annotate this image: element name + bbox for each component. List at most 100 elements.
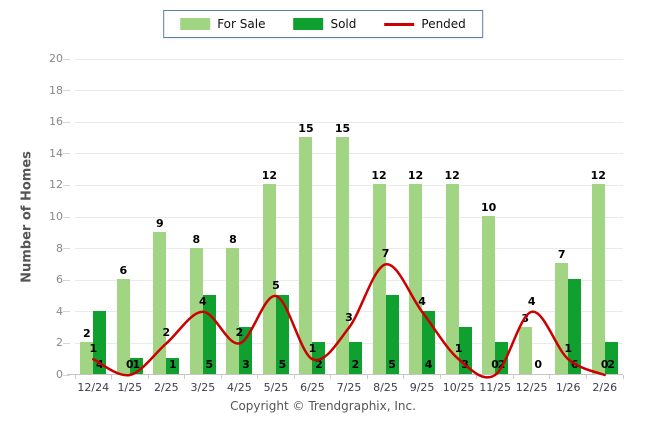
- sold-value-label: 5: [278, 358, 287, 371]
- x-axis-label: 2/26: [592, 381, 618, 394]
- for-sale-bar: [262, 184, 276, 374]
- sold-bar: [166, 358, 180, 374]
- for-sale-value-label: 12: [371, 169, 387, 183]
- sold-bar: [495, 342, 509, 374]
- y-axis-tick-label: 20: [49, 52, 63, 65]
- y-axis-tick: [63, 58, 70, 60]
- for-sale-value-label: 15: [298, 122, 314, 135]
- gridline: [75, 58, 623, 60]
- x-axis-tick: [585, 375, 587, 379]
- legend-label-pended: Pended: [421, 17, 466, 31]
- y-axis-tick: [63, 184, 70, 186]
- sold-bar: [568, 279, 582, 374]
- y-axis-tick: [63, 90, 70, 92]
- y-axis-tick: [63, 374, 70, 376]
- legend-item-pended: Pended: [384, 17, 466, 31]
- pended-value-label: 7: [381, 247, 390, 261]
- gridline: [75, 121, 623, 123]
- x-axis-label: 2/25: [153, 381, 179, 394]
- for-sale-bar: [518, 326, 532, 374]
- sold-value-label: 4: [424, 358, 433, 371]
- y-axis-tick-label: 8: [56, 241, 63, 255]
- pended-value-label: 4: [527, 294, 536, 308]
- pended-value-label: 5: [272, 279, 280, 292]
- y-axis-tick-label: 18: [49, 83, 63, 97]
- y-axis-tick-label: 10: [49, 210, 63, 223]
- x-axis-label: 4/25: [227, 381, 252, 394]
- sold-bar: [93, 310, 107, 374]
- y-axis-tick: [63, 279, 70, 281]
- for-sale-value-label: 12: [590, 169, 606, 183]
- x-axis-label: 12/24: [77, 381, 110, 394]
- x-axis-label: 9/25: [409, 381, 435, 394]
- for-sale-value-label: 12: [407, 169, 424, 183]
- pended-value-label: 2: [235, 326, 244, 340]
- sold-value-label: 5: [205, 358, 214, 371]
- x-axis-tick: [257, 375, 259, 379]
- x-axis-tick: [147, 375, 149, 379]
- legend: For Sale Sold Pended: [163, 10, 483, 38]
- sold-bar: [349, 342, 362, 374]
- for-sale-value-label: 9: [156, 216, 164, 230]
- pended-value-label: 0: [491, 358, 499, 371]
- gridline: [75, 279, 623, 281]
- sold-bar: [385, 295, 399, 374]
- gridline: [75, 216, 623, 218]
- x-axis-label: 11/25: [479, 381, 511, 394]
- pended-value-label: 0: [125, 358, 134, 371]
- pended-line: [92, 263, 606, 379]
- pended-value-label: 1: [454, 342, 463, 356]
- legend-item-for-sale: For Sale: [180, 17, 265, 31]
- for-sale-value-label: 15: [334, 122, 351, 135]
- sold-value-label: 1: [169, 358, 177, 371]
- pended-value-label: 0: [600, 358, 609, 371]
- for-sale-swatch-icon: [180, 18, 211, 30]
- x-axis-tick: [622, 375, 624, 379]
- pended-value-label: 1: [89, 342, 98, 356]
- x-axis-tick: [403, 375, 405, 379]
- sold-value-label: 1: [132, 358, 141, 371]
- sold-value-label: 2: [607, 358, 616, 371]
- for-sale-bar: [336, 137, 349, 374]
- for-sale-value-label: 8: [229, 232, 237, 246]
- x-axis-tick: [476, 375, 478, 379]
- x-axis-label: 1/25: [117, 381, 143, 394]
- x-axis-label: 8/25: [373, 381, 398, 394]
- y-axis-tick: [63, 248, 70, 250]
- pended-value-label: 4: [199, 294, 207, 308]
- sold-bar: [202, 295, 216, 374]
- y-axis-tick-label: 0: [56, 368, 63, 381]
- y-axis-tick-label: 14: [49, 146, 63, 160]
- for-sale-bar: [482, 216, 496, 374]
- gridline: [75, 90, 623, 92]
- sold-bar: [275, 295, 289, 374]
- for-sale-bar: [153, 231, 167, 374]
- pended-value-label: 2: [162, 326, 171, 340]
- pended-line-swatch-icon: [384, 22, 415, 26]
- for-sale-value-label: 12: [444, 169, 460, 183]
- sold-value-label: 2: [315, 358, 323, 371]
- for-sale-value-label: 2: [82, 327, 91, 341]
- y-axis-tick-label: 4: [56, 304, 63, 318]
- x-axis-label: 6/25: [300, 381, 325, 394]
- gridline: [75, 184, 623, 186]
- y-axis-tick: [63, 121, 70, 123]
- x-axis-tick: [74, 375, 76, 379]
- x-axis-tick: [512, 375, 514, 379]
- legend-label-sold: Sold: [330, 17, 357, 31]
- y-axis-tick: [63, 311, 70, 313]
- for-sale-bar: [409, 184, 423, 374]
- for-sale-value-label: 7: [557, 248, 566, 262]
- gridline: [75, 311, 623, 313]
- y-axis-tick-label: 6: [56, 273, 63, 287]
- x-axis-tick: [366, 375, 368, 379]
- x-axis-tick: [184, 375, 186, 379]
- y-axis-tick-label: 16: [49, 115, 63, 129]
- for-sale-value-label: 12: [261, 169, 278, 183]
- pended-value-label: 3: [345, 310, 353, 324]
- x-axis-tick: [439, 375, 441, 379]
- y-axis-tick-label: 2: [56, 336, 63, 350]
- sold-swatch-icon: [293, 18, 324, 30]
- for-sale-bar: [80, 342, 94, 374]
- plot-area: 0 2 4 6 8 10 12 14 16 18 20 2 4 1 12/24 6 1 0 1/25 9 1 2 2/25 8…: [49, 52, 624, 394]
